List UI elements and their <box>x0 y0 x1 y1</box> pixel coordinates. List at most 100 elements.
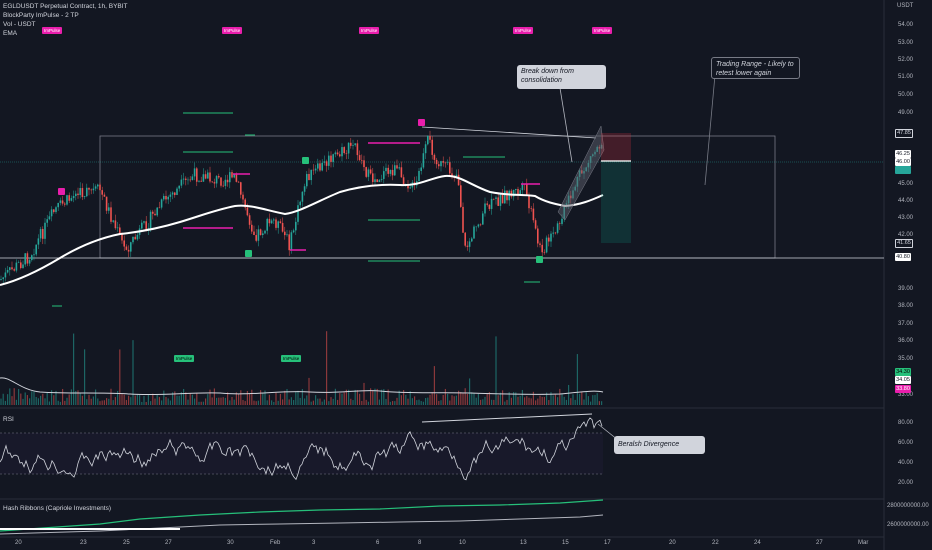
volume-bar <box>167 398 169 405</box>
candle-body <box>493 198 495 200</box>
volume-bar <box>277 400 279 405</box>
volume-bar <box>524 397 526 405</box>
candle-body <box>279 221 282 223</box>
volume-bar <box>2 393 4 405</box>
candle-body <box>429 135 431 140</box>
volume-bar <box>517 396 519 405</box>
volume-bar <box>502 390 504 405</box>
candle-body <box>215 176 218 184</box>
volume-bar <box>579 393 581 405</box>
volume-bar <box>64 400 66 405</box>
candle-body <box>68 195 70 201</box>
candle-body <box>90 189 92 191</box>
buy-marker[interactable] <box>245 250 252 257</box>
volume-bar <box>343 392 345 405</box>
volume-bar <box>449 400 451 405</box>
candle-body <box>31 255 33 261</box>
candle-body <box>550 233 552 242</box>
impulse-tag[interactable]: ImPulse <box>592 27 613 34</box>
candle-body <box>92 188 95 191</box>
candle-body <box>424 144 427 154</box>
rising-wedge-shape[interactable] <box>557 125 605 221</box>
indicator-impulse-label[interactable]: BlockParty ImPulse - 2 TP <box>3 12 79 19</box>
volume-bar <box>86 399 88 405</box>
divergence-annotation[interactable]: Beralsh Divergence <box>614 436 705 454</box>
volume-bar <box>189 393 191 405</box>
indicator-ema-label[interactable]: EMA <box>3 30 18 37</box>
volume-bar <box>42 393 44 405</box>
volume-bar <box>196 393 198 405</box>
candle-body <box>369 169 372 174</box>
volume-bar <box>304 398 306 405</box>
time-axis-label: Mar <box>858 540 869 546</box>
volume-bar <box>433 366 435 405</box>
candle-body <box>242 194 244 200</box>
impulse-tag[interactable]: ImPulse <box>222 27 243 34</box>
candle-body <box>281 222 284 232</box>
volume-bar <box>297 390 299 405</box>
volume-bar <box>596 393 598 405</box>
candle-body <box>244 199 246 208</box>
volume-bar <box>365 399 367 405</box>
candle-body <box>407 184 409 189</box>
volume-bar <box>411 398 413 405</box>
volume-bar <box>440 400 442 405</box>
impulse-tag[interactable]: ImPulse <box>281 355 302 362</box>
volume-bar <box>319 398 321 405</box>
volume-bar <box>108 398 110 405</box>
position-reward-zone[interactable] <box>601 161 631 243</box>
candle-body <box>182 178 185 180</box>
volume-bar <box>121 394 123 405</box>
impulse-tag[interactable]: ImPulse <box>513 27 534 34</box>
rsi-pane-label[interactable]: RSI <box>3 416 14 423</box>
volume-bar <box>253 400 255 405</box>
impulse-tag[interactable]: ImPulse <box>359 27 380 34</box>
volume-bar <box>317 398 319 405</box>
candle-body <box>154 213 156 216</box>
candle-body <box>262 233 264 235</box>
volume-bar <box>328 401 330 405</box>
buy-marker[interactable] <box>536 256 543 263</box>
volume-bar <box>482 399 484 405</box>
impulse-tag[interactable]: ImPulse <box>174 355 195 362</box>
volume-bar <box>260 390 262 405</box>
candle-body <box>554 232 557 234</box>
volume-bar <box>224 397 226 405</box>
volume-bar <box>447 393 449 405</box>
candle-body <box>259 229 262 235</box>
candle-body <box>435 159 438 165</box>
resistance-trendline[interactable] <box>421 126 597 139</box>
sell-marker[interactable] <box>418 119 425 126</box>
volume-bar <box>284 390 286 405</box>
volume-bar <box>231 396 233 405</box>
volume-bar <box>0 398 2 405</box>
volume-bar <box>438 400 440 405</box>
volume-bar <box>383 389 385 405</box>
candle-body <box>295 221 297 231</box>
trading-range-annotation[interactable]: Trading Range - Likely to retest lower a… <box>711 57 800 79</box>
consolidation-range-box[interactable] <box>99 135 776 259</box>
buy-marker[interactable] <box>302 157 309 164</box>
volume-bar <box>576 354 578 405</box>
time-axis-label: Feb <box>270 540 281 546</box>
candle-body <box>134 236 136 240</box>
breakdown-annotation[interactable]: Break down from consolidation <box>517 65 606 89</box>
volume-bar <box>392 401 394 405</box>
candle-body <box>57 202 59 208</box>
time-axis-label: 20 <box>15 540 22 546</box>
candle-body <box>314 168 317 171</box>
volume-bar <box>9 388 11 405</box>
impulse-tag[interactable]: ImPulse <box>42 27 63 34</box>
indicator-volume-label[interactable]: Vol - USDT <box>3 21 36 28</box>
candle-body <box>328 155 330 166</box>
hash-pane-label[interactable]: Hash Ribbons (Capriole Investments) <box>3 505 112 512</box>
candle-body <box>548 237 550 242</box>
candle-body <box>119 227 121 235</box>
volume-bar <box>73 333 75 405</box>
rsi-divergence-line[interactable] <box>421 413 593 423</box>
sell-marker[interactable] <box>58 188 65 195</box>
position-risk-zone[interactable] <box>601 133 631 161</box>
candle-body <box>433 154 436 160</box>
candle-body <box>211 181 213 183</box>
